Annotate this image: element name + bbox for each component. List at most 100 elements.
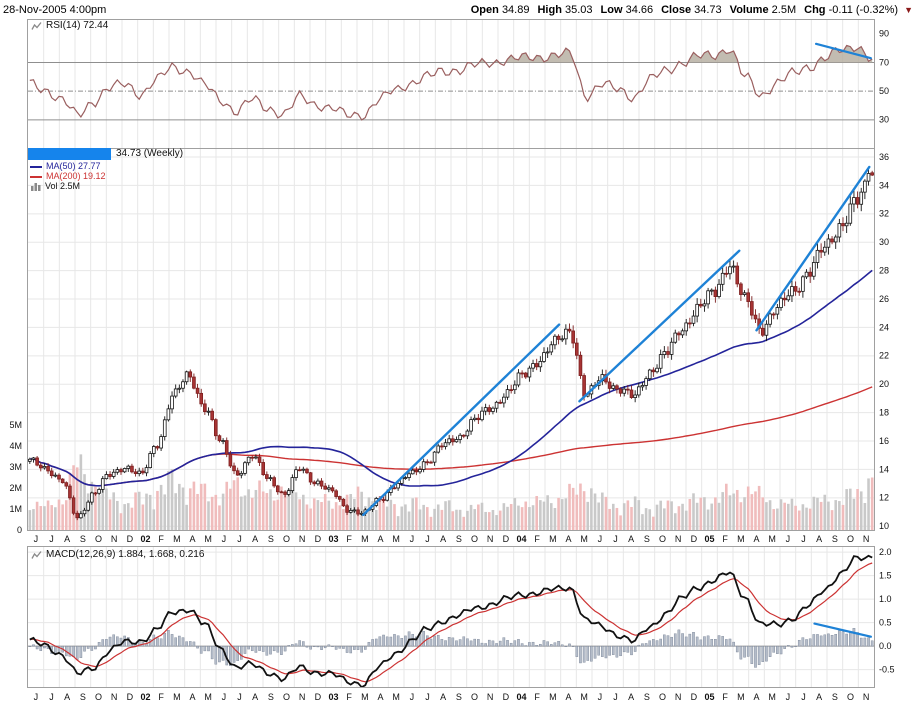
rsi-label: RSI(14) 72.44 [46,20,109,31]
svg-text:O: O [847,692,854,702]
ma200-line-icon [30,175,42,178]
svg-text:D: D [691,692,698,702]
macd-label: MACD(12,26,9) 1.884, 1.668, 0.216 [46,549,205,560]
svg-text:O: O [847,534,854,544]
svg-text:J: J [410,534,415,544]
gridlines [28,19,874,688]
svg-text:O: O [659,534,666,544]
quote-volume-value: 2.5M [771,4,797,16]
svg-text:N: N [111,534,118,544]
svg-text:S: S [268,692,274,702]
svg-text:N: N [675,534,682,544]
svg-text:A: A [64,534,70,544]
svg-text:O: O [283,692,290,702]
svg-text:5M: 5M [9,420,22,430]
svg-text:J: J [786,534,791,544]
svg-text:M: M [361,534,369,544]
quote-close-label: Close [661,4,692,16]
svg-text:2M: 2M [9,483,22,493]
ma50-legend: MA(50) 27.77 [30,162,101,171]
price-panel-border [27,148,875,531]
svg-text:A: A [753,534,759,544]
ma200-legend: MA(200) 19.12 [30,172,106,181]
svg-text:S: S [644,692,650,702]
svg-text:F: F [158,692,164,702]
svg-text:36: 36 [879,152,889,162]
axis-labels: 36 34 32 30 28 26 24 22 20 18 16 14 12 10 90 70 50 30 2.0 1… [9,29,894,702]
svg-text:J: J [222,534,227,544]
svg-text:M: M [580,534,588,544]
svg-text:J: J [410,692,415,702]
svg-text:M: M [204,692,212,702]
svg-text:F: F [346,692,352,702]
svg-text:S: S [456,534,462,544]
svg-text:D: D [127,692,134,702]
svg-text:N: N [487,534,494,544]
svg-text:N: N [299,534,306,544]
svg-text:02: 02 [140,692,150,702]
macd-signal-line [29,562,873,683]
price-trendline [578,249,741,403]
svg-text:A: A [440,534,446,544]
svg-text:M: M [361,692,369,702]
quote-volume-label: Volume [729,4,769,16]
svg-text:16: 16 [879,436,889,446]
svg-text:O: O [471,692,478,702]
svg-text:04: 04 [516,692,526,702]
svg-text:-0.5: -0.5 [879,665,895,675]
svg-text:A: A [816,534,822,544]
candlesticks [28,169,874,521]
svg-text:J: J [49,692,54,702]
svg-text:J: J [34,534,39,544]
macd-trendline [813,622,872,638]
ma200-label: MA(200) 19.12 [46,171,106,181]
svg-text:S: S [832,692,838,702]
quote-high: High 35.03 [537,4,592,16]
svg-text:N: N [863,534,870,544]
svg-text:O: O [95,692,102,702]
svg-text:O: O [283,534,290,544]
svg-text:A: A [816,692,822,702]
macd-panel-border [27,546,875,688]
svg-text:03: 03 [328,692,338,702]
dropdown-icon[interactable]: ▼ [904,4,913,15]
rsi-trendline [814,42,872,60]
price-trendline [755,165,871,332]
svg-text:N: N [675,692,682,702]
price-current-label: 34.73 (Weekly) [116,148,184,159]
svg-text:S: S [80,692,86,702]
svg-text:A: A [628,534,634,544]
svg-text:M: M [173,692,181,702]
svg-text:A: A [377,534,383,544]
svg-text:1M: 1M [9,504,22,514]
quote-chg-label: Chg [804,4,826,16]
svg-text:D: D [315,534,322,544]
ma50-label: MA(50) 27.77 [46,161,101,171]
svg-text:M: M [204,534,212,544]
svg-text:1.0: 1.0 [879,594,892,604]
svg-text:1.5: 1.5 [879,571,892,581]
svg-text:05: 05 [704,692,714,702]
svg-text:A: A [753,692,759,702]
svg-text:D: D [503,534,510,544]
ma50-line-icon [30,165,42,168]
svg-text:02: 02 [140,534,150,544]
quote-chg: Chg -0.11 (-0.32%) [804,4,898,16]
svg-text:S: S [268,534,274,544]
svg-text:M: M [392,534,400,544]
svg-text:F: F [346,534,352,544]
svg-text:M: M [768,534,776,544]
svg-text:14: 14 [879,464,889,474]
svg-text:S: S [80,534,86,544]
svg-text:J: J [425,534,430,544]
quote-open-value: 34.89 [501,4,530,16]
svg-text:18: 18 [879,408,889,418]
svg-text:D: D [127,534,134,544]
volume-label: Vol 2.5M [45,181,81,191]
svg-text:D: D [691,534,698,544]
svg-text:J: J [801,534,806,544]
svg-text:A: A [189,692,195,702]
macd-legend: MACD(12,26,9) 1.884, 1.668, 0.216 [31,550,204,560]
svg-text:J: J [613,534,618,544]
